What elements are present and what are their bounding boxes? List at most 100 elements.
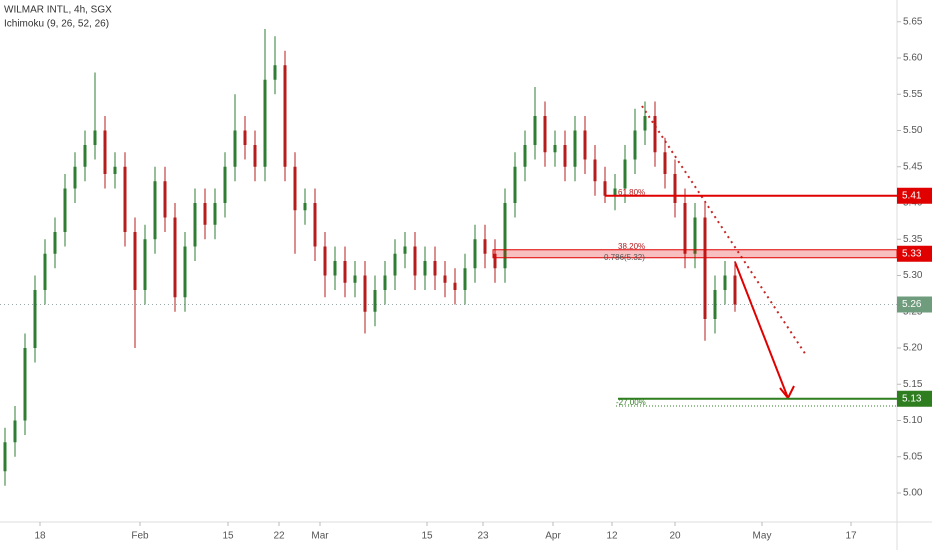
trend-line: [641, 105, 807, 356]
candle-body: [133, 232, 137, 290]
candle-body: [13, 420, 17, 443]
candle-body: [153, 181, 157, 240]
x-tick-label: 22: [273, 531, 285, 542]
candle-body: [413, 246, 417, 276]
candle-body: [333, 261, 337, 276]
candle-body: [243, 130, 247, 145]
candle-body: [393, 253, 397, 276]
candle-body: [113, 166, 117, 174]
level-label: 5.33: [902, 248, 922, 259]
level-label: 5.41: [902, 190, 922, 201]
candle-body: [673, 174, 677, 203]
candle-body: [143, 239, 147, 290]
level-label-box: [897, 245, 932, 262]
candle-body: [283, 65, 287, 167]
indicator-label: Ichimoku (9, 26, 52, 26): [4, 19, 109, 30]
level-zone: [492, 249, 898, 259]
candle-body: [663, 152, 667, 174]
candle-body: [723, 275, 727, 290]
candle-body: [163, 181, 167, 218]
fib-label: 0.786(5.32): [604, 253, 645, 262]
candle-body: [713, 290, 717, 319]
x-tick-label: 15: [222, 531, 234, 542]
y-tick-label: 5.10: [903, 415, 923, 426]
x-tick-label: Feb: [131, 531, 149, 542]
candle-body: [693, 217, 697, 254]
candle-body: [433, 261, 437, 276]
x-tick-label: Mar: [311, 531, 329, 542]
candle-body: [543, 116, 547, 153]
candle-body: [43, 253, 47, 290]
y-tick-label: 5.20: [903, 343, 923, 354]
y-tick-label: 5.60: [903, 53, 923, 64]
x-tick-label: 23: [477, 531, 489, 542]
y-tick-label: 5.00: [903, 488, 923, 499]
candle-body: [233, 130, 237, 167]
candle-body: [203, 203, 207, 225]
y-tick-label: 5.30: [903, 270, 923, 281]
candle-body: [193, 203, 197, 247]
candle-body: [363, 275, 367, 312]
candle-body: [103, 130, 107, 174]
candle-body: [323, 246, 327, 276]
chart-title: WILMAR INTL, 4h, SGX: [4, 5, 112, 16]
y-tick-label: 5.05: [903, 451, 923, 462]
candle-body: [633, 130, 637, 160]
candle-body: [563, 145, 567, 167]
y-tick-label: 5.15: [903, 379, 923, 390]
candle-body: [23, 348, 27, 421]
candle-body: [653, 116, 657, 153]
candle-body: [423, 261, 427, 276]
candle-body: [403, 246, 407, 254]
candle-body: [263, 79, 267, 167]
candle-body: [603, 181, 607, 196]
candle-body: [613, 188, 617, 196]
candle-body: [183, 246, 187, 298]
candle-body: [253, 145, 257, 167]
x-tick-label: 17: [845, 531, 857, 542]
candle-body: [453, 282, 457, 290]
candle-body: [733, 275, 737, 305]
candle-body: [273, 65, 277, 80]
x-tick-label: 20: [669, 531, 681, 542]
y-tick-label: 5.35: [903, 234, 923, 245]
candle-body: [293, 166, 297, 211]
y-tick-label: 5.65: [903, 16, 923, 27]
candle-body: [123, 166, 127, 232]
candle-body: [3, 442, 7, 472]
candle-body: [313, 203, 317, 247]
last-price-label: 5.26: [902, 299, 922, 310]
candle-body: [63, 188, 67, 232]
candle-body: [643, 116, 647, 131]
candle-body: [73, 166, 77, 189]
candle-body: [703, 217, 707, 319]
candle-body: [493, 253, 497, 269]
candle-body: [223, 166, 227, 203]
level-label-box: [897, 187, 932, 204]
candle-body: [383, 275, 387, 290]
x-tick-label: 15: [421, 531, 433, 542]
candle-body: [573, 130, 577, 167]
candle-body: [553, 145, 557, 153]
candle-body: [373, 290, 377, 312]
candle-body: [53, 232, 57, 254]
candle-body: [503, 203, 507, 269]
fib-label: 61.80%: [618, 188, 645, 197]
candle-body: [583, 130, 587, 160]
candle-body: [463, 268, 467, 290]
level-label: 5.13: [902, 393, 922, 404]
x-tick-label: Apr: [545, 531, 561, 542]
fib-label: -27.00%: [616, 398, 646, 407]
candle-body: [523, 145, 527, 167]
candle-body: [303, 203, 307, 211]
y-tick-label: 5.45: [903, 161, 923, 172]
x-tick-label: 12: [606, 531, 618, 542]
candle-body: [343, 261, 347, 283]
fib-label: 38.20%: [618, 242, 645, 251]
x-tick-label: May: [753, 531, 772, 542]
level-label-box: [897, 390, 932, 407]
candle-body: [593, 159, 597, 182]
projection-arrow: [734, 261, 789, 399]
candle-body: [443, 275, 447, 283]
